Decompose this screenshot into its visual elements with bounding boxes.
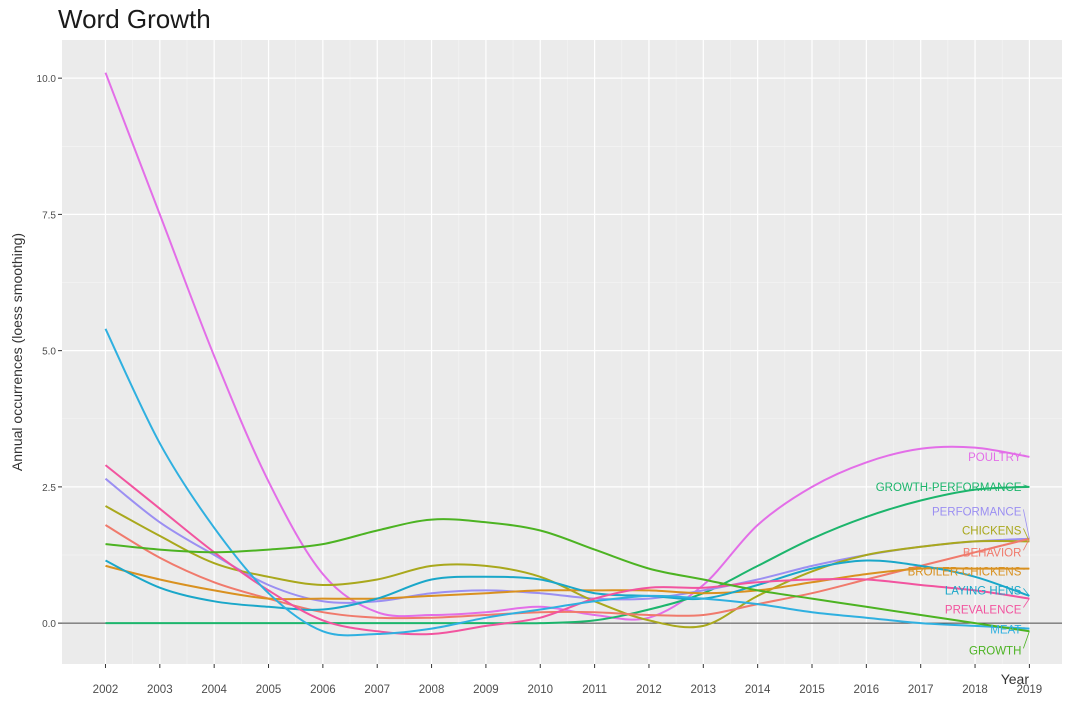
series-layer — [104, 72, 1030, 637]
label-leader-growth-performance — [1023, 484, 1030, 488]
label-leader-laying-hens — [1023, 588, 1030, 597]
series-line-poultry — [104, 72, 1030, 621]
end-labels: POULTRY GROWTH-PERFORMANCE PERFORMANCE CHIC… — [876, 452, 1030, 657]
series-line-prevalence — [104, 464, 1030, 636]
x-tick-label: 2009 — [473, 684, 499, 696]
x-tick-label: 2010 — [527, 684, 553, 696]
series-line-meat — [104, 328, 1030, 637]
y-tick-label: 0.0 — [42, 619, 56, 630]
end-label-prevalence: PREVALENCE — [945, 605, 1022, 617]
end-label-poultry: POULTRY — [968, 452, 1022, 464]
x-tick-label: 2011 — [582, 684, 607, 696]
x-tick-label: 2015 — [799, 684, 825, 696]
end-label-performance: PERFORMANCE — [932, 506, 1022, 518]
x-axis-label: Year — [1001, 671, 1030, 687]
y-axis: 0.0 2.5 5.0 7.5 10.0 — [37, 74, 62, 630]
series-line-growth — [105, 518, 1030, 633]
chart-title: Word Growth — [58, 4, 211, 34]
label-leader-poultry — [1023, 454, 1030, 458]
end-label-meat: MEAT — [990, 625, 1021, 637]
x-tick-label: 2018 — [962, 684, 988, 696]
x-tick-label: 2005 — [256, 684, 282, 696]
label-leader-broiler-chickens — [1023, 568, 1030, 570]
x-tick-label: 2006 — [310, 684, 336, 696]
series-line-laying-hens — [105, 559, 1030, 611]
y-tick-label: 10.0 — [37, 74, 57, 85]
label-leader-growth — [1023, 631, 1030, 649]
end-label-broiler-chickens: BROILER-CHICKENS — [908, 566, 1022, 578]
end-label-growth-performance: GROWTH-PERFORMANCE — [876, 482, 1022, 494]
x-tick-label: 2012 — [636, 684, 662, 696]
y-tick-label: 7.5 — [42, 210, 56, 221]
label-leader-behavior — [1023, 538, 1030, 551]
end-label-behavior: BEHAVIOR — [963, 547, 1022, 559]
x-tick-label: 2007 — [364, 684, 390, 696]
plot-panel — [62, 40, 1062, 664]
label-leader-performance — [1022, 509, 1030, 539]
x-tick-label: 2016 — [854, 684, 880, 696]
x-tick-label: 2008 — [419, 684, 445, 696]
series-line-growth-performance — [105, 485, 1030, 625]
label-leader-chickens — [1023, 528, 1030, 542]
label-leader-meat — [1023, 627, 1030, 629]
label-leader-prevalence — [1023, 598, 1030, 608]
x-tick-label: 2019 — [1017, 684, 1043, 696]
y-axis-label: Annual occurrences (loess smoothing) — [9, 233, 25, 471]
end-label-chickens: CHICKENS — [962, 525, 1022, 537]
x-tick-label: 2004 — [201, 684, 227, 696]
x-tick-label: 2003 — [147, 684, 173, 696]
series-line-chickens — [105, 505, 1030, 629]
x-axis: 2002 2003 2004 2005 2006 2007 2008 2009 2010 2011… — [93, 664, 1043, 696]
x-tick-label: 2013 — [691, 684, 717, 696]
x-tick-label: 2014 — [745, 684, 771, 696]
y-tick-label: 2.5 — [42, 483, 56, 494]
y-tick-label: 5.0 — [42, 347, 56, 358]
end-label-growth: GROWTH — [969, 645, 1021, 657]
x-tick-label: 2002 — [93, 684, 119, 696]
series-line-broiler-chickens — [105, 564, 1030, 601]
x-tick-label: 2017 — [908, 684, 934, 696]
end-label-laying-hens: LAYING HENS — [945, 585, 1022, 597]
